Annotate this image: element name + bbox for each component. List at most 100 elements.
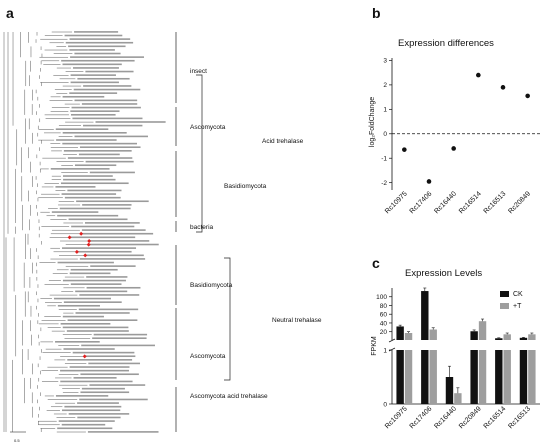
leaf-label-glyph [78, 308, 139, 311]
leaf-label-glyph [63, 301, 122, 303]
group-label-ascomycota-acid-trehalase: Ascomycota acid trehalase [190, 393, 268, 400]
leaf-label-glyph [57, 214, 119, 217]
leaf-label-glyph [67, 157, 133, 159]
leaf-label-glyph [70, 110, 120, 112]
chart-c-bar-upper [503, 334, 511, 340]
leaf-label-glyph [55, 395, 109, 397]
chart-b-point [525, 93, 530, 99]
leaf-label-glyph [53, 297, 111, 300]
chart-b-category-label: Rc17406 [409, 190, 434, 215]
leaf-label-glyph [70, 113, 116, 116]
leaf-label-glyph [74, 135, 148, 138]
highlighted-leaf-marker [74, 249, 79, 254]
leaf-label-glyph [61, 193, 117, 195]
leaf-label-glyph [50, 168, 110, 170]
leaf-label-glyph [64, 405, 122, 408]
chart-b-point [451, 146, 456, 151]
leaf-label-glyph [70, 81, 119, 84]
chart-c-bar-lower [421, 350, 429, 404]
chart-c-y-tick-label: 100 [376, 294, 387, 301]
group-label-ascomycota-neutral: Ascomycota [190, 353, 226, 360]
chart-c-category-label: Rc17406 [409, 405, 434, 430]
leaf-label-glyph [60, 369, 129, 372]
chart-c-bar-lower [519, 350, 528, 404]
leaf-label-glyph [89, 384, 146, 386]
leaf-label-glyph [90, 265, 136, 267]
chart-c-bar-upper [470, 331, 478, 340]
leaf-label-glyph [81, 103, 138, 105]
chart-c-axis-break-mark [388, 338, 396, 343]
leaf-label-glyph [92, 337, 147, 340]
leaf-label-glyph [55, 186, 96, 188]
leaf-label-glyph [74, 164, 117, 167]
chart-c-axis-break-mark [388, 347, 396, 352]
leaf-label-glyph [85, 355, 136, 358]
leaf-label-glyph [70, 74, 116, 76]
highlighted-leaf-marker [79, 231, 84, 236]
leaf-label-glyph [51, 211, 99, 213]
leaf-label-glyph [61, 409, 121, 412]
leaf-label-glyph [85, 160, 134, 163]
leaf-label-glyph [85, 70, 134, 73]
leaf-label-glyph [62, 63, 122, 66]
chart-b-y-tick-label: 2 [383, 82, 387, 89]
leaf-label-glyph [88, 362, 141, 365]
chart-b-point [476, 72, 481, 78]
leaf-label-glyph [70, 56, 145, 58]
chart-c-y-tick-label: 0 [383, 401, 387, 408]
leaf-label-glyph [61, 423, 106, 426]
leaf-label-glyph [69, 38, 131, 40]
leaf-label-glyph [63, 178, 116, 181]
leaf-label-glyph [70, 236, 136, 239]
leaf-label-glyph [62, 326, 129, 329]
leaf-label-glyph [77, 402, 119, 404]
chart-c-legend-swatch [500, 291, 509, 297]
chart-c-bar-lower [454, 393, 462, 404]
leaf-label-glyph [81, 229, 146, 231]
chart-c-bar-upper [519, 337, 528, 340]
leaf-label-glyph [60, 380, 133, 383]
leaf-label-glyph [63, 150, 132, 152]
leaf-label-glyph [72, 67, 119, 69]
leaf-label-glyph [86, 286, 141, 289]
chart-c-category-label: Rc10975 [384, 405, 409, 430]
leaf-label-glyph [56, 139, 117, 141]
chart-c-bar-lower [495, 350, 503, 404]
leaf-label-glyph [74, 99, 138, 102]
leaf-label-glyph [62, 95, 105, 98]
leaf-label-glyph [69, 49, 115, 51]
chart-b-category-label: Rc20849 [507, 190, 532, 215]
chart-c-bar-upper [478, 321, 487, 340]
leaf-label-glyph [77, 77, 130, 80]
chart-c-bar-lower [478, 350, 487, 404]
leaf-label-glyph [61, 247, 137, 249]
leaf-label-glyph [71, 106, 141, 109]
leaf-label-glyph [75, 312, 130, 314]
leaf-label-glyph [83, 124, 143, 127]
leaf-label-glyph [57, 427, 113, 430]
chart-b-point [426, 179, 432, 184]
leaf-label-glyph [66, 330, 129, 332]
leaf-label-glyph [62, 132, 127, 134]
leaf-label-glyph [64, 196, 121, 199]
leaf-label-glyph [70, 268, 118, 271]
chart-c-ylabel: FPKM [371, 336, 378, 356]
bracket-neutral-trehalase [224, 257, 231, 381]
leaf-label-glyph [82, 232, 154, 235]
leaf-label-glyph [80, 373, 139, 376]
leaf-label-glyph [74, 52, 121, 55]
chart-b-y-tick-label: -2 [381, 180, 387, 187]
highlighted-leaf-marker [87, 239, 92, 244]
leaf-label-glyph [83, 85, 132, 87]
leaf-label-glyph [63, 348, 115, 350]
chart-b-y-tick-label: 0 [383, 131, 387, 138]
group-label-acid-trehalase: Acid trehalase [262, 138, 304, 145]
leaf-label-glyph [72, 117, 143, 120]
chart-c-bar-upper [404, 333, 413, 340]
highlighted-leaf-marker [86, 242, 91, 247]
chart-c-y-tick-label: 20 [380, 329, 388, 336]
panel-label-c: c [372, 255, 380, 271]
leaf-label-glyph [59, 207, 131, 210]
